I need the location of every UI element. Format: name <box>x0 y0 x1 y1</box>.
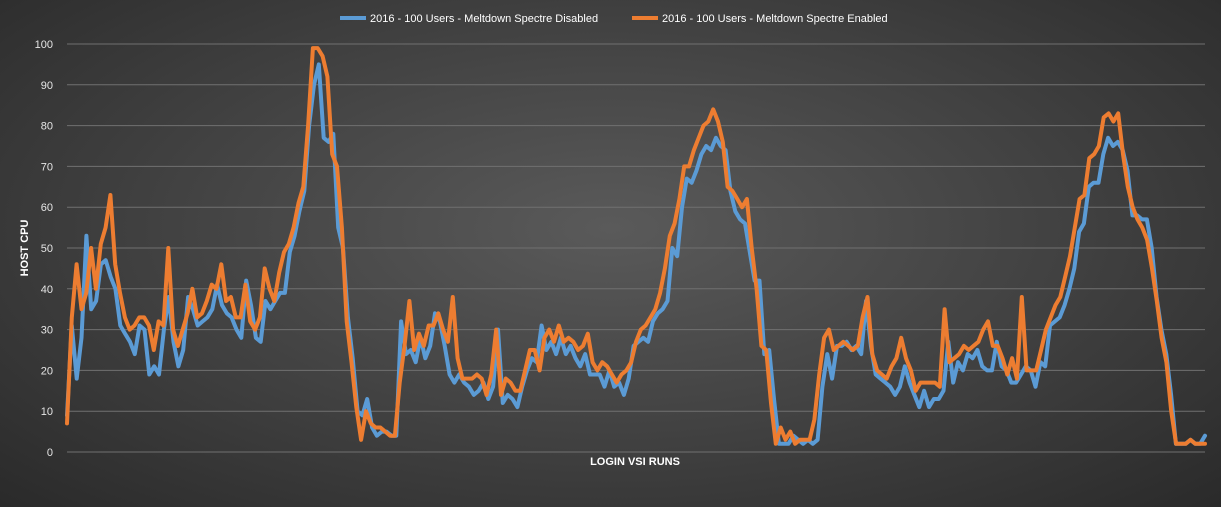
series-line-enabled <box>65 46 1207 446</box>
y-axis-ticks: 0 10 20 30 40 50 60 70 80 90 100 <box>35 39 53 459</box>
y-tick-label: 100 <box>35 39 53 51</box>
y-tick-label: 30 <box>41 325 53 337</box>
series-line-disabled <box>65 62 1207 446</box>
legend: 2016 - 100 Users - Meltdown Spectre Disa… <box>340 13 888 25</box>
y-tick-label: 40 <box>41 284 53 296</box>
y-axis-title: HOST CPU <box>19 220 31 277</box>
y-tick-label: 80 <box>41 121 53 133</box>
y-tick-label: 70 <box>41 161 53 173</box>
y-tick-label: 20 <box>41 365 53 377</box>
legend-label: 2016 - 100 Users - Meltdown Spectre Enab… <box>662 13 888 25</box>
y-tick-label: 0 <box>47 447 53 459</box>
y-tick-label: 60 <box>41 202 53 214</box>
y-tick-label: 90 <box>41 80 53 92</box>
gridlines <box>67 43 1205 453</box>
legend-label: 2016 - 100 Users - Meltdown Spectre Disa… <box>370 13 598 25</box>
x-axis-title: LOGIN VSI RUNS <box>590 456 680 468</box>
series-lines <box>65 46 1207 446</box>
y-tick-label: 50 <box>41 243 53 255</box>
y-tick-label: 10 <box>41 406 53 418</box>
